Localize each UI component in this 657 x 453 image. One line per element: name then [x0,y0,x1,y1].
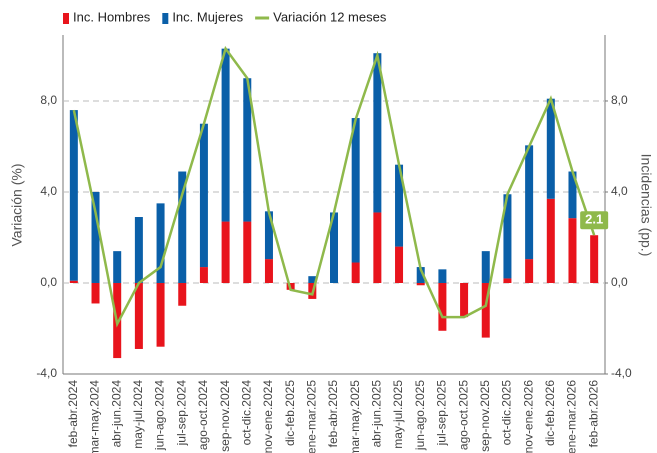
x-tick-label: sep-nov.2024 [218,380,232,452]
bar [69,280,78,283]
annotation-box [580,211,609,230]
annotation: 2.1 [580,211,609,230]
x-tick-label: feb-abr.2026 [586,380,600,448]
x-tick-label: mar-may.2025 [348,380,362,453]
bar [178,282,187,306]
x-tick-label: sep-nov.2025 [478,380,492,452]
bar [438,269,447,283]
bar [568,171,577,219]
x-tick-label: nov-ene.2024 [261,380,275,453]
x-tick-label: nov-ene.2026 [521,380,535,453]
x-tick-label: jul-sep.2025 [435,380,449,447]
bar [503,278,512,283]
x-tick-label: ene-mar.2025 [304,380,318,453]
line [72,45,596,328]
legend-label: Inc. Mujeres [172,9,243,24]
x-tick-label: feb-abr.2025 [326,380,340,448]
bar [416,282,425,286]
x-tick-label: jun-ago.2024 [153,380,167,451]
x-tick-label: may-jul.2024 [131,380,145,449]
x-tick-label: ene-mar.2026 [565,380,579,453]
bar [243,221,252,283]
bar [264,259,273,283]
y-tick-label: 4,0 [40,184,57,198]
x-tick-label: abr-jun.2024 [109,380,123,448]
bar [503,194,512,279]
bar [546,198,555,283]
x-tick-label: ago-oct.2025 [456,380,470,450]
legend-swatch [63,13,69,24]
bar [590,235,599,283]
x-tick-label: oct-dic.2024 [239,380,253,446]
annotation-text: 2.1 [585,212,603,227]
bar [525,259,534,283]
bar [221,48,230,222]
bar [199,123,208,268]
bar [243,78,252,222]
bar [373,53,382,213]
legend-swatch [162,13,169,24]
y-tick-label: -4,0 [36,366,57,380]
bar [460,282,469,318]
bar [481,282,490,338]
bar [351,262,360,283]
x-tick-label: jul-sep.2024 [174,380,188,447]
bar [199,267,208,283]
bar [438,282,447,331]
bar [91,191,100,283]
bar [525,145,534,260]
bar [69,110,78,281]
bar [416,267,425,283]
x-tick-label: dic-feb.2026 [543,380,557,446]
y-tick-label: 0,0 [40,275,57,289]
legend-label: Variación 12 meses [273,9,387,24]
x-tick-label: jun-ago.2025 [413,380,427,451]
bar [156,282,165,347]
y2-tick-label: 8,0 [611,93,628,107]
y2-tick-label: 0,0 [611,275,628,289]
bar [395,246,404,283]
legend-label: Inc. Hombres [73,9,151,24]
x-tick-label: may-jul.2025 [391,380,405,449]
bar [330,212,338,283]
bar [481,251,490,283]
y2-tick-label: -4,0 [611,366,632,380]
bar [156,203,165,283]
bar [395,164,404,247]
x-tick-label: oct-dic.2025 [500,380,514,446]
bar [178,171,187,283]
bar [134,282,143,349]
x-tick-label: abr-jun.2025 [370,380,384,448]
bar [568,218,577,283]
x-tick-label: dic-feb.2025 [283,380,297,446]
bar [546,98,555,199]
bar [308,276,317,283]
bar [373,212,382,283]
bar [264,211,273,260]
y2-axis-title: Incidencias (pp.) [638,154,654,257]
y-axis-title: Variación (%) [9,164,25,247]
y-tick-label: 8,0 [40,93,57,107]
bar [134,217,143,283]
x-tick-label: mar-may.2024 [88,380,102,453]
y2-tick-label: 4,0 [611,184,628,198]
bar [113,251,122,283]
bar [351,118,360,263]
bar [221,221,230,283]
x-tick-label: feb-abr.2024 [66,380,80,448]
x-tick-label: ago-oct.2024 [196,380,210,450]
bar [91,282,100,304]
